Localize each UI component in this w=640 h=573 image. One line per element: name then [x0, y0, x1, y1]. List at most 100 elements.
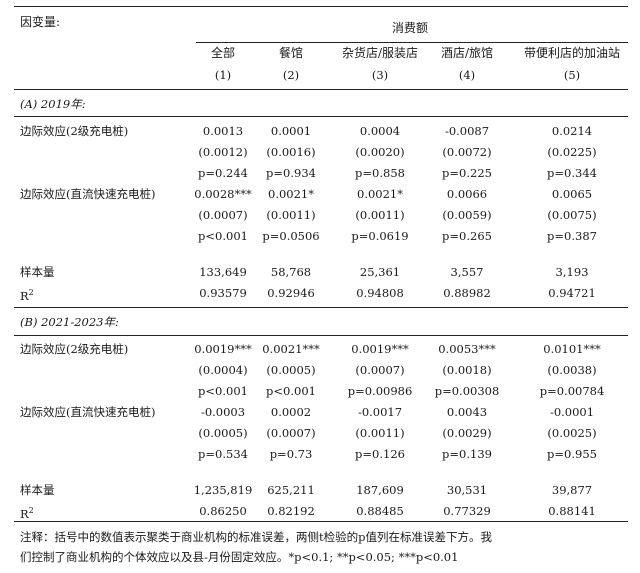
table-cell: p<0.001	[266, 384, 316, 398]
table-cell: 1,235,819	[193, 483, 253, 497]
table-cell: (0.0029)	[442, 426, 492, 440]
table-cell: p=0.139	[442, 447, 492, 461]
row-label: R2	[20, 286, 34, 303]
table-cell: 0.0021*	[268, 187, 314, 201]
table-cell: 625,211	[267, 483, 315, 497]
table-cell: 0.0066	[446, 187, 488, 201]
table-cell: (0.0007)	[198, 208, 248, 222]
table-cell: 187,609	[356, 483, 404, 497]
table-cell: 0.0001	[270, 124, 312, 138]
table-cell: 0.94721	[548, 286, 596, 300]
table-cell: (0.0020)	[355, 145, 405, 159]
table-cell: -0.0003	[200, 405, 246, 419]
notes-top-rule	[14, 521, 628, 522]
panel-b-title-rule	[14, 335, 628, 336]
table-cell: (0.0011)	[266, 208, 316, 222]
table-cell: p=0.00308	[434, 384, 500, 398]
table-cell: p=0.387	[547, 229, 597, 243]
table-cell: 0.93579	[199, 286, 247, 300]
row-label: 样本量	[20, 483, 55, 497]
table-cell: 0.0004	[359, 124, 401, 138]
row-label: 样本量	[20, 265, 55, 279]
column-header-name: 带便利店的加油站	[523, 46, 621, 60]
r-squared-exponent: 2	[28, 288, 34, 297]
column-header-name: 酒店/旅馆	[440, 46, 494, 60]
column-number: (5)	[563, 68, 581, 82]
table-cell: p=0.0506	[262, 229, 320, 243]
table-cell: 0.0013	[202, 124, 244, 138]
table-cell: 0.0101***	[543, 342, 601, 356]
r-squared-label: R	[20, 506, 29, 521]
table-cell: 3,193	[555, 265, 589, 279]
table-cell: p=0.534	[198, 447, 248, 461]
table-cell: (0.0007)	[355, 363, 405, 377]
table-cell: 3,557	[450, 265, 484, 279]
table-cell: 0.82192	[267, 504, 315, 518]
column-header-name: 全部	[210, 46, 236, 60]
table-top-rule	[14, 6, 628, 8]
table-note: 们控制了商业机构的个体效应以及县-月份固定效应。*p<0.1; **p<0.05…	[20, 550, 459, 564]
r-squared-label: R	[20, 288, 29, 303]
panel-a-end-rule	[14, 307, 628, 308]
panel-title: (A) 2019年:	[20, 97, 86, 111]
table-cell: 133,649	[199, 265, 247, 279]
table-cell: 39,877	[551, 483, 593, 497]
row-label: 边际效应(直流快速充电桩)	[20, 187, 156, 201]
row-label: 边际效应(2级充电桩)	[20, 124, 129, 138]
table-cell: p=0.00986	[347, 384, 413, 398]
table-cell: 0.0043	[446, 405, 488, 419]
table-cell: 0.0028***	[194, 187, 252, 201]
table-cell: (0.0025)	[547, 426, 597, 440]
table-cell: -0.0087	[444, 124, 490, 138]
column-number: (4)	[458, 68, 476, 82]
table-cell: (0.0059)	[442, 208, 492, 222]
table-cell: 0.88982	[443, 286, 491, 300]
dependent-variable-label: 因变量:	[20, 15, 61, 29]
table-cell: (0.0011)	[355, 426, 405, 440]
table-cell: 25,361	[359, 265, 401, 279]
table-cell: 0.0021***	[262, 342, 320, 356]
table-cell: 0.77329	[443, 504, 491, 518]
table-cell: 0.0214	[551, 124, 593, 138]
row-label: 边际效应(直流快速充电桩)	[20, 405, 156, 419]
table-cell: (0.0005)	[198, 426, 248, 440]
table-cell: p=0.955	[547, 447, 597, 461]
table-cell: (0.0004)	[198, 363, 248, 377]
r-squared-exponent: 2	[28, 506, 34, 515]
table-cell: -0.0001	[549, 405, 595, 419]
row-label: 边际效应(2级充电桩)	[20, 342, 129, 356]
table-cell: p=0.73	[269, 447, 313, 461]
table-cell: p=0.244	[198, 166, 248, 180]
table-cell: (0.0038)	[547, 363, 597, 377]
table-cell: p=0.934	[266, 166, 316, 180]
table-cell: 30,531	[446, 483, 488, 497]
group-title: 消费额	[391, 21, 429, 35]
table-cell: p=0.225	[442, 166, 492, 180]
table-cell: 0.0065	[551, 187, 593, 201]
table-cell: (0.0012)	[198, 145, 248, 159]
column-number: (3)	[371, 68, 389, 82]
table-cell: p<0.001	[198, 384, 248, 398]
table-cell: -0.0017	[357, 405, 403, 419]
column-header-name: 杂货店/服装店	[341, 46, 419, 60]
table-cell: 0.0002	[270, 405, 312, 419]
table-cell: (0.0007)	[266, 426, 316, 440]
table-cell: (0.0011)	[355, 208, 405, 222]
table-cell: (0.0072)	[442, 145, 492, 159]
table-cell: 0.88485	[356, 504, 404, 518]
header-bottom-rule	[14, 89, 628, 90]
column-header-name: 餐馆	[278, 46, 304, 60]
table-cell: (0.0225)	[547, 145, 597, 159]
table-cell: 0.0021*	[357, 187, 403, 201]
table-cell: (0.0005)	[266, 363, 316, 377]
table-cell: 0.92946	[267, 286, 315, 300]
table-cell: p=0.126	[355, 447, 405, 461]
table-cell: p=0.858	[355, 166, 405, 180]
column-number: (2)	[282, 68, 300, 82]
table-cell: 0.86250	[199, 504, 247, 518]
row-label: R2	[20, 504, 34, 521]
table-cell: 58,768	[270, 265, 312, 279]
table-cell: p=0.265	[442, 229, 492, 243]
table-cell: 0.88141	[548, 504, 596, 518]
table-cell: p=0.00784	[539, 384, 605, 398]
